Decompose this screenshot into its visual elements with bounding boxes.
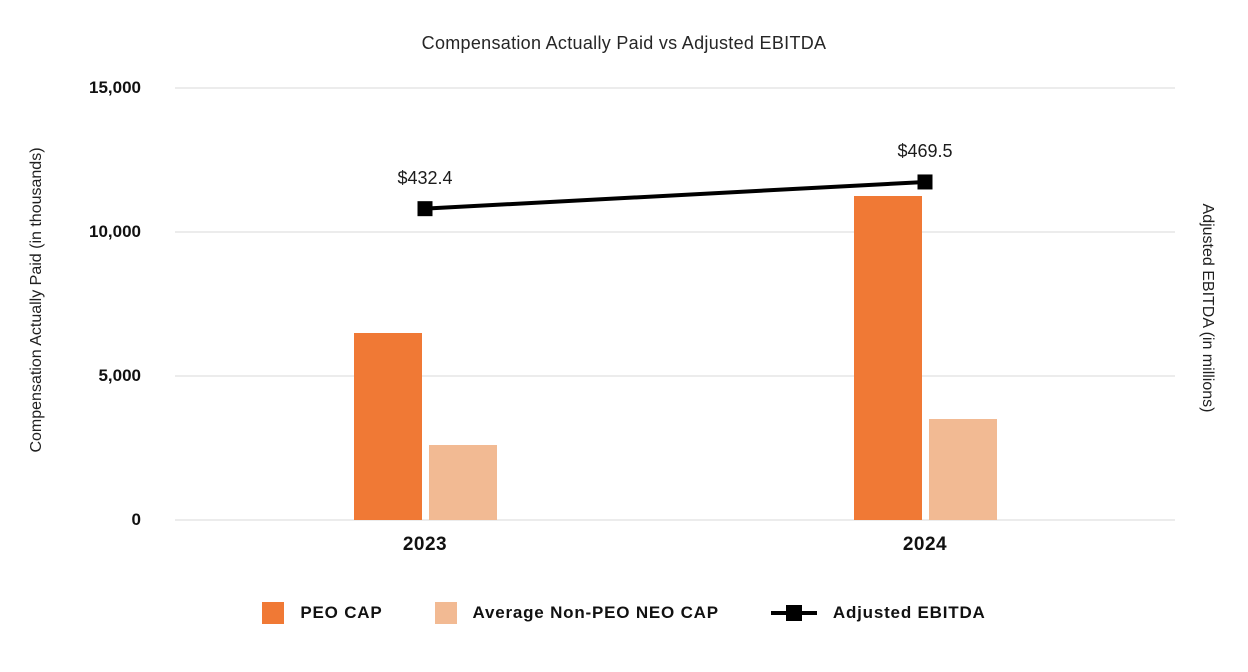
chart-title: Compensation Actually Paid vs Adjusted E… — [421, 33, 827, 53]
right-axis-title: Adjusted EBITDA (in millions) — [1199, 203, 1216, 413]
left-axis-tick-label: 15,000 — [89, 78, 141, 97]
gridline — [175, 87, 1175, 89]
line-marker-adjusted-ebitda-2023[interactable] — [417, 201, 433, 217]
legend-label-adjusted-ebitda: Adjusted EBITDA — [832, 603, 986, 622]
line-data-label-2024: $469.5 — [897, 140, 953, 161]
bar-average-non-peo-neo-cap-2024[interactable] — [928, 419, 997, 520]
x-axis-label-2023: 2023 — [402, 534, 448, 555]
line-data-label-2023: $432.4 — [397, 167, 453, 188]
line-marker-adjusted-ebitda-2024[interactable] — [917, 174, 933, 190]
bar-peo-cap-2024[interactable] — [853, 196, 922, 520]
bar-peo-cap-2023[interactable] — [353, 332, 422, 520]
legend-item-adjusted-ebitda[interactable]: Adjusted EBITDA — [770, 602, 986, 624]
x-axis: 2023 2024 — [175, 534, 1175, 562]
left-axis-tick-labels: 0 5,000 10,000 15,000 — [0, 78, 141, 529]
legend-item-avg-non-peo-neo-cap[interactable]: Average Non-PEO NEO CAP — [434, 602, 719, 624]
line-marker-square-icon — [785, 605, 802, 621]
left-axis-tick-label: 0 — [131, 510, 141, 529]
left-axis-tick-label: 10,000 — [89, 222, 141, 241]
line-marker-icon — [770, 602, 817, 624]
x-axis-label-2024: 2024 — [902, 534, 948, 555]
line-adjusted-ebitda[interactable] — [424, 179, 926, 211]
peo-cap-swatch-icon — [262, 602, 285, 624]
legend-label-avg-non-peo-neo-cap: Average Non-PEO NEO CAP — [472, 603, 719, 622]
gridline — [175, 231, 1175, 233]
gridline — [175, 375, 1175, 377]
line-series-layer — [417, 174, 933, 217]
legend: PEO CAP Average Non-PEO NEO CAP Adjusted… — [0, 602, 1248, 624]
avg-non-peo-neo-cap-swatch-icon — [434, 602, 457, 624]
bar-average-non-peo-neo-cap-2023[interactable] — [428, 445, 497, 520]
left-axis-tick-label: 5,000 — [98, 366, 141, 385]
legend-label-peo-cap: PEO CAP — [300, 603, 383, 622]
legend-item-peo-cap[interactable]: PEO CAP — [262, 602, 382, 624]
plot-area: $432.4 $469.5 — [175, 87, 1175, 521]
gridline — [175, 519, 1175, 521]
